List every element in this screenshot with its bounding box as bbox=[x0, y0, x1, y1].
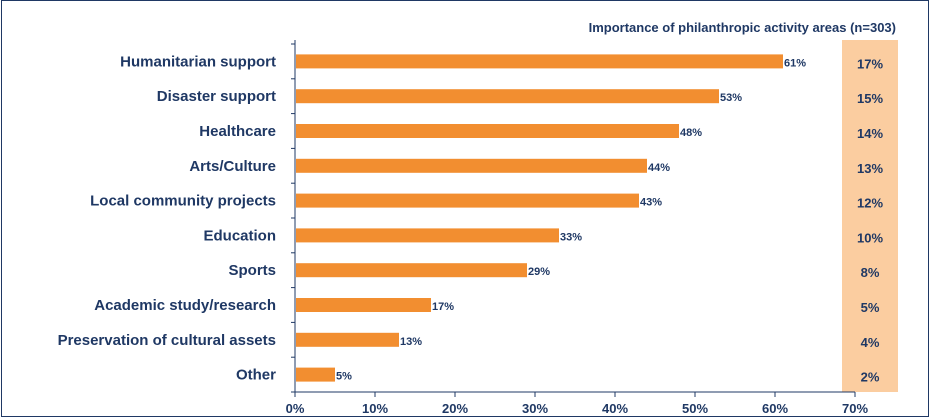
category-label: Humanitarian support bbox=[120, 53, 276, 70]
x-tick-label: 30% bbox=[522, 401, 548, 416]
bar bbox=[296, 54, 783, 69]
side-value-label: 14% bbox=[857, 126, 883, 141]
bar-value-label: 29% bbox=[528, 266, 550, 278]
x-tick-label: 40% bbox=[602, 401, 628, 416]
side-value-label: 17% bbox=[857, 56, 883, 71]
x-tick-label: 0% bbox=[286, 401, 305, 416]
bar-value-label: 13% bbox=[400, 336, 422, 348]
bar bbox=[296, 367, 335, 382]
bar-value-label: 61% bbox=[784, 57, 806, 69]
bar-value-label: 43% bbox=[640, 197, 662, 209]
category-label: Local community projects bbox=[90, 193, 276, 210]
side-value-label: 2% bbox=[861, 370, 880, 385]
category-label: Arts/Culture bbox=[189, 158, 276, 175]
category-label: Other bbox=[236, 367, 276, 384]
category-label: Preservation of cultural assets bbox=[58, 332, 276, 349]
x-tick-label: 20% bbox=[442, 401, 468, 416]
bar bbox=[296, 332, 399, 347]
side-value-label: 5% bbox=[861, 300, 880, 315]
x-tick-label: 60% bbox=[762, 401, 788, 416]
side-value-label: 8% bbox=[861, 265, 880, 280]
bar bbox=[296, 193, 639, 208]
side-value-panel bbox=[842, 40, 898, 392]
bar-value-label: 44% bbox=[648, 162, 670, 174]
bar bbox=[296, 298, 431, 312]
side-value-label: 13% bbox=[857, 161, 883, 176]
side-value-label: 10% bbox=[857, 230, 883, 245]
category-label: Education bbox=[203, 227, 276, 244]
bar-value-label: 33% bbox=[560, 231, 582, 243]
bar bbox=[296, 228, 559, 243]
bar bbox=[296, 124, 679, 138]
x-tick-label: 70% bbox=[842, 401, 868, 416]
bar-value-label: 17% bbox=[432, 301, 454, 313]
bar bbox=[296, 89, 719, 104]
category-label: Healthcare bbox=[199, 123, 276, 140]
chart-title: Importance of philanthropic activity are… bbox=[588, 20, 896, 35]
bar-value-label: 5% bbox=[336, 371, 352, 383]
side-value-label: 12% bbox=[857, 196, 883, 211]
bar-value-label: 48% bbox=[680, 127, 702, 139]
side-value-label: 4% bbox=[861, 335, 880, 350]
x-tick-label: 50% bbox=[682, 401, 708, 416]
bar-value-label: 53% bbox=[720, 92, 742, 104]
bar bbox=[296, 263, 527, 278]
side-value-label: 15% bbox=[857, 91, 883, 106]
x-tick-label: 10% bbox=[362, 401, 388, 416]
category-label: Academic study/research bbox=[94, 297, 276, 314]
category-label: Disaster support bbox=[157, 88, 276, 105]
category-label: Sports bbox=[228, 262, 276, 279]
bar bbox=[296, 158, 647, 173]
